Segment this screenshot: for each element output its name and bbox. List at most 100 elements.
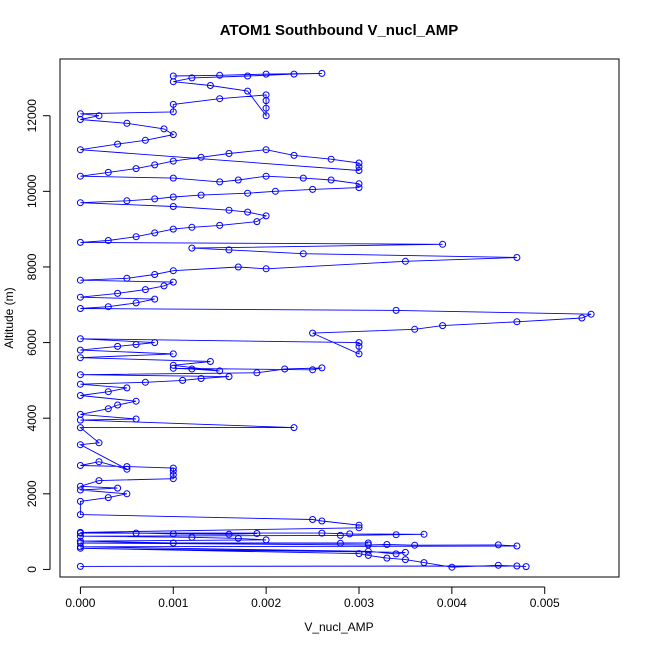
plot-frame <box>59 58 620 578</box>
data-point <box>206 358 214 365</box>
data-point <box>355 180 363 188</box>
x-tick-label: 0.005 <box>530 596 560 610</box>
data-point <box>225 373 233 381</box>
data-point <box>132 165 140 173</box>
data-point <box>401 548 409 556</box>
data-point <box>141 136 149 144</box>
data-point <box>132 233 140 241</box>
data-point <box>169 267 177 275</box>
data-point <box>76 305 84 312</box>
data-point <box>392 531 400 539</box>
data-point <box>327 155 335 163</box>
data-point <box>95 112 103 120</box>
data-point <box>169 475 177 483</box>
data-point <box>169 108 177 116</box>
data-point <box>253 369 261 377</box>
data-point <box>262 265 270 273</box>
data-point <box>76 392 84 399</box>
data-point <box>132 415 140 423</box>
data-point <box>123 197 131 205</box>
data-point <box>271 187 279 195</box>
data-point <box>420 530 428 538</box>
data-point <box>76 110 84 118</box>
data-point <box>364 539 372 547</box>
data-point <box>355 167 363 174</box>
data-point <box>95 439 103 447</box>
x-tick-label: 0.004 <box>437 596 467 610</box>
data-point <box>364 551 372 559</box>
data-point <box>262 70 270 78</box>
data-point <box>494 561 502 569</box>
data-point <box>383 554 391 562</box>
data-point <box>262 536 270 544</box>
data-point <box>225 530 233 538</box>
data-point <box>169 467 177 475</box>
data-point <box>234 534 242 542</box>
data-point <box>262 97 270 105</box>
data-point <box>104 405 112 413</box>
data-point <box>141 378 149 386</box>
y-axis-label: Altitude (m) <box>2 287 16 348</box>
data-point <box>151 161 159 169</box>
data-point <box>169 530 177 538</box>
data-point <box>160 125 168 133</box>
data-point <box>411 541 419 549</box>
data-point <box>513 318 521 326</box>
data-point <box>290 151 298 159</box>
data-point <box>587 310 595 318</box>
data-point <box>448 563 456 571</box>
data-point <box>253 530 261 537</box>
data-point <box>392 306 400 314</box>
data-point <box>76 380 84 388</box>
data-point <box>169 361 177 369</box>
data-point <box>262 104 270 112</box>
data-point <box>355 163 363 171</box>
data-point <box>290 70 298 78</box>
data-point <box>225 206 233 214</box>
data-point <box>104 388 112 396</box>
x-tick-label: 0.002 <box>251 596 281 610</box>
data-point <box>123 465 131 473</box>
data-point <box>151 339 159 347</box>
series-line <box>78 72 592 568</box>
data-point <box>244 208 252 216</box>
data-point <box>578 314 586 322</box>
data-point <box>76 562 84 570</box>
data-point <box>76 462 84 469</box>
data-point <box>318 364 326 372</box>
data-point <box>318 517 326 525</box>
data-point <box>95 477 103 485</box>
chart-title: ATOM1 Southbound V_nucl_AMP <box>220 22 459 39</box>
data-point <box>169 225 177 233</box>
data-point <box>281 365 289 373</box>
data-point <box>336 531 344 539</box>
data-point <box>132 299 140 307</box>
x-tick-label: 0.001 <box>158 596 188 610</box>
data-point <box>76 371 84 379</box>
data-point <box>169 203 177 210</box>
data-point <box>309 329 317 337</box>
data-point <box>132 397 140 405</box>
y-tick-label: 2000 <box>25 480 39 507</box>
data-point <box>169 72 177 80</box>
x-axis-label: V_nucl_AMP <box>304 620 373 634</box>
data-point <box>355 550 363 558</box>
data-point <box>123 274 131 282</box>
data-point <box>206 82 214 89</box>
data-point <box>169 464 177 472</box>
data-point <box>132 341 140 348</box>
data-point <box>318 69 326 77</box>
data-point <box>169 278 177 286</box>
x-tick-label: 0.003 <box>344 596 374 610</box>
data-point <box>290 424 298 432</box>
y-tick-label: 0 <box>25 566 39 573</box>
data-point <box>197 191 205 199</box>
data-point <box>299 250 307 258</box>
data-point <box>114 140 122 148</box>
data-point <box>169 157 177 165</box>
data-point <box>513 562 521 570</box>
data-point <box>355 159 363 167</box>
data-point <box>355 524 363 532</box>
data-point <box>513 542 521 550</box>
data-point <box>76 410 84 418</box>
